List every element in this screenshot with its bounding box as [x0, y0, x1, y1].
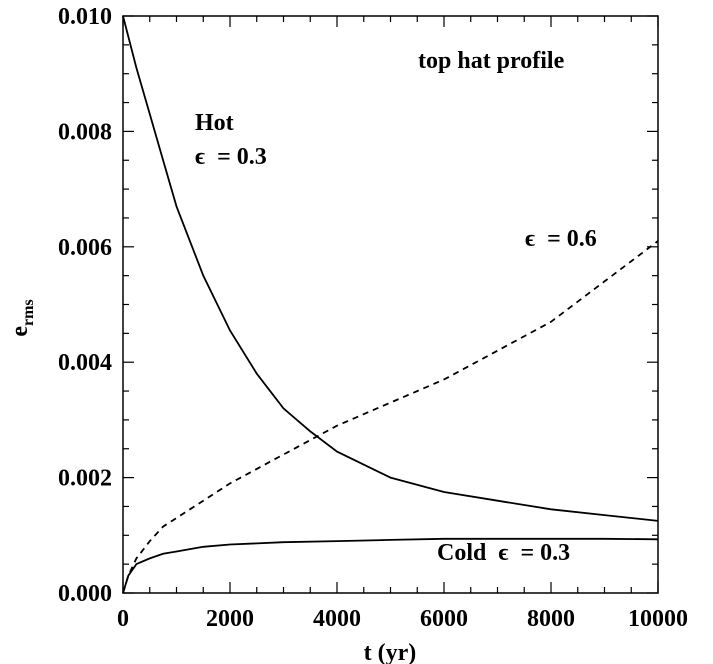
y-axis-title-subscript: rms — [20, 299, 37, 326]
annotation-top-hat-profile: top hat profile — [418, 48, 565, 74]
tick-labels: 0 2000 4000 6000 8000 10000 0.000 0.002 0.004 0.0… — [58, 4, 688, 632]
y-tick-label: 0.010 — [58, 4, 112, 30]
x-axis-title: t (yr) — [364, 640, 417, 664]
x-tick-label: 0 — [117, 606, 129, 632]
y-tick-label: 0.002 — [58, 466, 112, 492]
y-axis-title-main: e — [7, 326, 33, 337]
series-line-cold — [122, 537, 659, 594]
annotation-hot: Hot — [195, 110, 234, 136]
y-axis-title: erms — [7, 299, 37, 336]
x-tick-label: 10000 — [628, 606, 688, 632]
y-tick-label: 0.004 — [58, 350, 112, 376]
series-line-eps06 — [122, 240, 659, 594]
x-tick-label: 6000 — [420, 606, 468, 632]
annotation-dashed-eps: ϵ = 0.6 — [525, 226, 597, 252]
series-layer — [122, 15, 659, 594]
x-tick-label: 8000 — [527, 606, 575, 632]
plot-frame — [122, 15, 659, 594]
y-tick-label: 0.000 — [58, 581, 112, 607]
annotation-hot-eps: ϵ = 0.3 — [195, 144, 267, 170]
series-line-hot — [122, 15, 659, 522]
svg-text:erms: erms — [7, 299, 37, 336]
x-tick-label: 2000 — [206, 606, 254, 632]
x-tick-label: 4000 — [313, 606, 361, 632]
annotation-cold-eps: Cold ϵ = 0.3 — [437, 540, 570, 566]
y-tick-label: 0.008 — [58, 119, 112, 145]
axis-ticks — [122, 15, 659, 594]
y-tick-label: 0.006 — [58, 235, 112, 261]
